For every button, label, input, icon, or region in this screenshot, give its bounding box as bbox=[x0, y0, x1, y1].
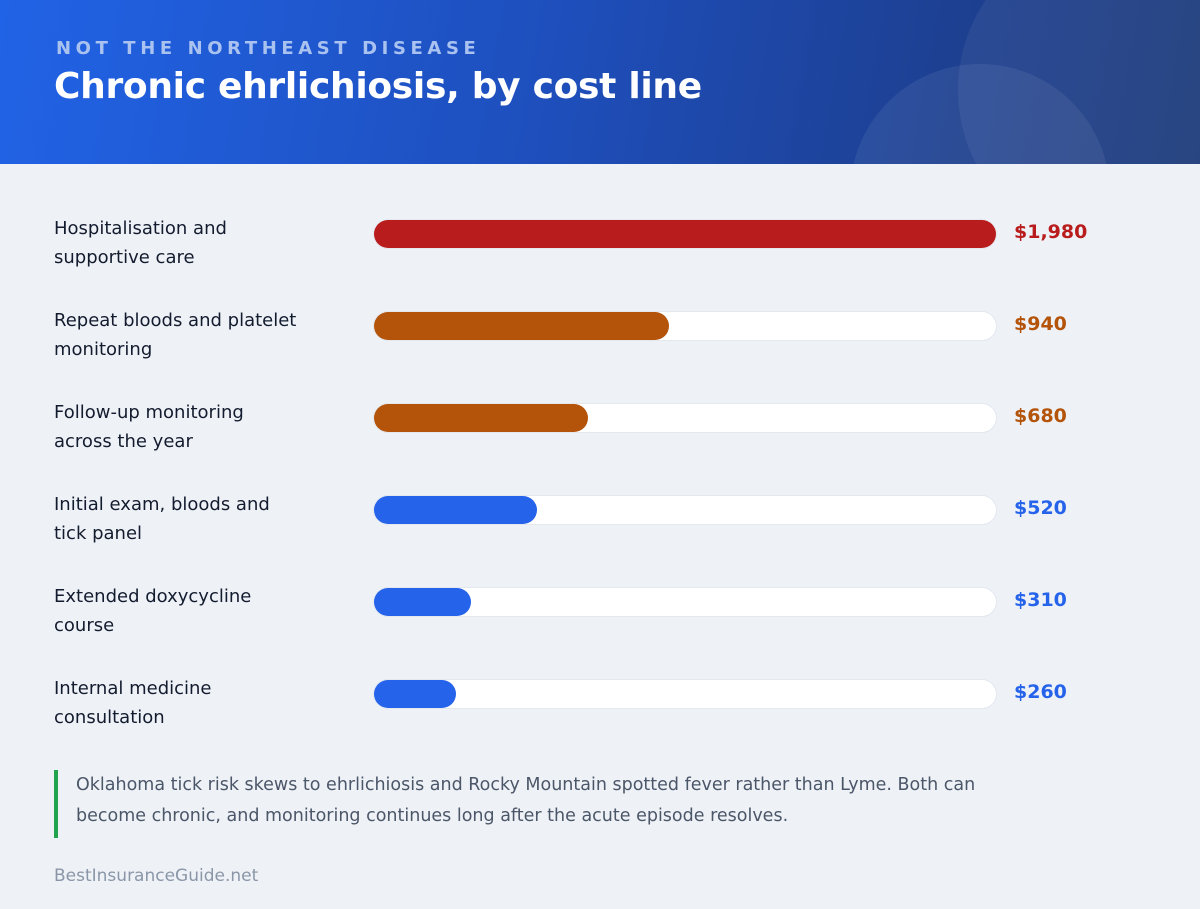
bar-value-label: $680 bbox=[1014, 405, 1067, 427]
bar-category-label-line: Repeat bloods and platelet bbox=[54, 310, 297, 331]
eyebrow-label: NOT THE NORTHEAST DISEASE bbox=[56, 38, 481, 59]
bar-track bbox=[374, 220, 996, 248]
bar-category-label-line: across the year bbox=[54, 431, 193, 452]
bar-value-label: $1,980 bbox=[1014, 221, 1088, 243]
bar bbox=[374, 588, 472, 616]
bar-category-label: Follow-up monitoring across the year bbox=[54, 398, 334, 456]
bar-category-label: Initial exam, bloods and tick panel bbox=[54, 490, 334, 548]
bar bbox=[374, 404, 588, 432]
callout-note: Oklahoma tick risk skews to ehrlichiosis… bbox=[54, 770, 1034, 838]
bar bbox=[374, 312, 670, 340]
bar-category-label-line: course bbox=[54, 615, 115, 636]
bar-track bbox=[374, 312, 996, 340]
bar-category-label: Extended doxycycline course bbox=[54, 582, 334, 640]
bar-category-label-line: Follow-up monitoring bbox=[54, 402, 244, 423]
bar-value-label: $310 bbox=[1014, 589, 1067, 611]
bar-value-label: $520 bbox=[1014, 497, 1067, 519]
bar-category-label: Hospitalisation and supportive care bbox=[54, 214, 334, 272]
bar-row: Extended doxycycline course $310 bbox=[0, 582, 1200, 674]
callout-text: Oklahoma tick risk skews to ehrlichiosis… bbox=[76, 775, 976, 826]
decorative-circle bbox=[958, 0, 1200, 164]
bar-track bbox=[374, 496, 996, 524]
bar-category-label-line: Extended doxycycline bbox=[54, 586, 252, 607]
bar-category-label-line: supportive care bbox=[54, 247, 195, 268]
bar-track bbox=[374, 680, 996, 708]
bar-row: Repeat bloods and platelet monitoring $940 bbox=[0, 306, 1200, 398]
bar-category-label-line: monitoring bbox=[54, 339, 153, 360]
bar-value-label: $940 bbox=[1014, 313, 1067, 335]
bar-row: Initial exam, bloods and tick panel $520 bbox=[0, 490, 1200, 582]
bar-row: Follow-up monitoring across the year $680 bbox=[0, 398, 1200, 490]
brand-footer: BestInsuranceGuide.net bbox=[54, 866, 259, 886]
bar-category-label: Internal medicine consultation bbox=[54, 674, 334, 732]
bar-row: Hospitalisation and supportive care $1,980 bbox=[0, 214, 1200, 306]
page-title: Chronic ehrlichiosis, by cost line bbox=[54, 66, 702, 107]
bar-category-label-line: consultation bbox=[54, 707, 165, 728]
bar-track bbox=[374, 588, 996, 616]
bar bbox=[374, 496, 538, 524]
bar-category-label-line: tick panel bbox=[54, 523, 143, 544]
bar-category-label-line: Initial exam, bloods and bbox=[54, 494, 270, 515]
bar bbox=[374, 220, 996, 248]
bar-value-label: $260 bbox=[1014, 681, 1067, 703]
bar-category-label: Repeat bloods and platelet monitoring bbox=[54, 306, 334, 364]
bar bbox=[374, 680, 456, 708]
bar-row: Internal medicine consultation $260 bbox=[0, 674, 1200, 766]
bar-category-label-line: Internal medicine bbox=[54, 678, 212, 699]
bar-track bbox=[374, 404, 996, 432]
header-banner: NOT THE NORTHEAST DISEASE Chronic ehrlic… bbox=[0, 0, 1200, 164]
bar-category-label-line: Hospitalisation and bbox=[54, 218, 227, 239]
